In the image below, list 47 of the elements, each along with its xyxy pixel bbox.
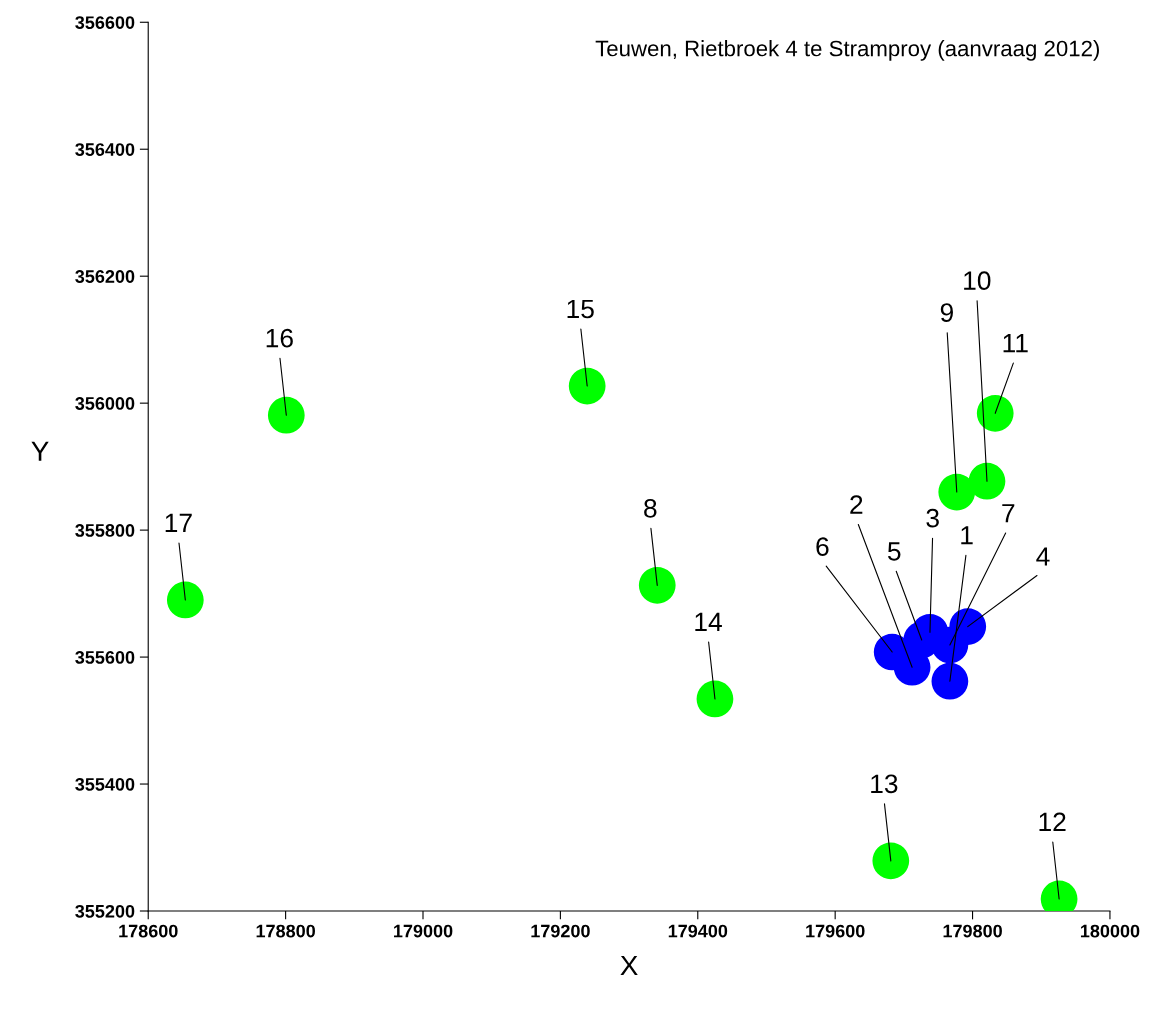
- y-tick-label: 356400: [75, 143, 135, 156]
- text: Teuwen, Rietbroek 4 te Stramproy (aanvraag 2012): [595, 40, 1099, 61]
- point: [638, 566, 676, 604]
- y-tick-label: 355800: [75, 524, 135, 537]
- annotation: 10: [964, 271, 991, 291]
- y-tick-label: 356200: [75, 270, 135, 283]
- point: [968, 462, 1006, 500]
- point: [696, 680, 734, 718]
- x-tick-label: 179400: [668, 924, 728, 938]
- annotation: 11: [1003, 334, 1028, 353]
- y-tick-label: 356600: [75, 16, 135, 30]
- x-tick-label: 179800: [943, 924, 1002, 938]
- annotation: 13: [871, 774, 898, 794]
- point: [166, 581, 204, 619]
- annotation: 8: [644, 498, 657, 518]
- x-tick-label: 179000: [394, 924, 453, 938]
- x-axis-title: X: [620, 955, 638, 976]
- annotation: 17: [165, 513, 192, 532]
- annotation: 12: [1039, 812, 1066, 831]
- annotation: 1: [961, 526, 973, 545]
- annotation: 3: [926, 508, 939, 528]
- y-tick-label: 356000: [75, 397, 135, 410]
- y-tick-label: 355400: [75, 777, 135, 791]
- x-tick-label: 178800: [256, 924, 315, 938]
- point: [872, 842, 910, 880]
- annotation: 5: [887, 542, 901, 561]
- annotation: 14: [695, 612, 722, 631]
- annotation: 9: [940, 303, 953, 322]
- annotation: 2: [850, 495, 863, 514]
- y-axis-title: Y: [31, 441, 49, 461]
- annotation: 15: [567, 299, 594, 319]
- point: [931, 626, 969, 664]
- x-tick-label: 179600: [806, 924, 865, 938]
- x-tick-label: 178600: [119, 924, 178, 938]
- point: [568, 367, 606, 405]
- point: [931, 662, 969, 700]
- point: [976, 394, 1014, 432]
- annotation: 4: [1036, 547, 1050, 566]
- point: [938, 473, 976, 511]
- annotation: 16: [266, 328, 293, 348]
- x-tick-label: 180000: [1080, 924, 1140, 938]
- annotation: 7: [1002, 504, 1015, 523]
- annotation: 6: [816, 537, 829, 556]
- point: [267, 396, 305, 434]
- y-tick-label: 355600: [75, 651, 135, 664]
- x-tick-label: 179200: [531, 924, 590, 938]
- y-tick-label: 355200: [75, 904, 135, 918]
